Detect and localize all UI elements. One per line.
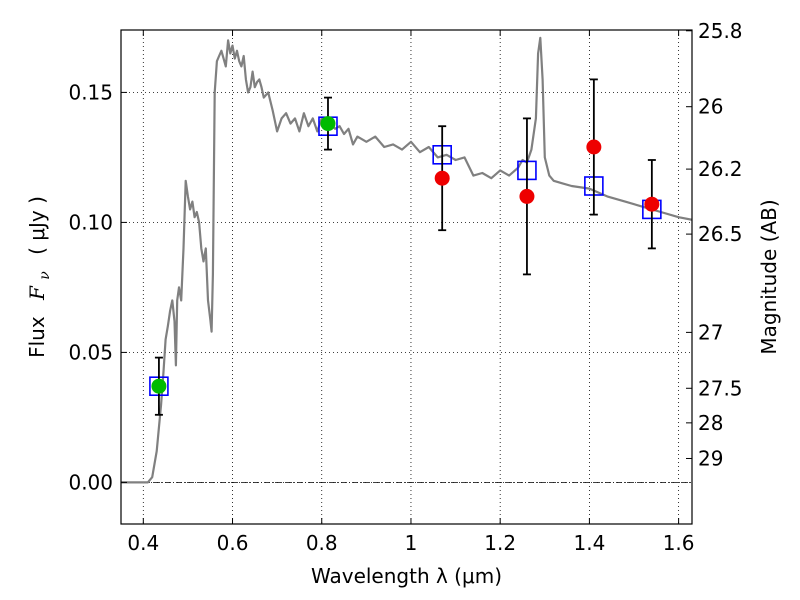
plot-area bbox=[121, 36, 692, 484]
plot-frame bbox=[120, 29, 693, 525]
y-axis-label: Flux F ν ( μJy ) bbox=[25, 196, 54, 358]
observed-point bbox=[519, 188, 535, 204]
y-tick-label: 0.15 bbox=[68, 80, 113, 104]
magnitude-tick-label: 25.8 bbox=[698, 19, 743, 43]
y-tick-label: 0.00 bbox=[68, 470, 113, 494]
magnitude-tick-label: 26.5 bbox=[698, 222, 743, 246]
y-axis-label-subscript: ν bbox=[37, 271, 53, 280]
x-axis: 0.4 0.6 0.8 1 1.2 1.4 1.6 bbox=[127, 30, 695, 555]
x-tick-label: 0.4 bbox=[127, 531, 159, 555]
y-axis-label-symbol: F bbox=[25, 285, 49, 301]
observed-point bbox=[644, 196, 660, 212]
observed-point bbox=[320, 116, 336, 132]
x-tick-label: 0.6 bbox=[217, 531, 249, 555]
magnitude-tick-label: 29 bbox=[698, 446, 723, 470]
observed-point bbox=[586, 139, 602, 155]
magnitude-tick-label: 26 bbox=[698, 95, 723, 119]
observed-point bbox=[151, 378, 167, 394]
y-axis-magnitude: 25.8 26 26.2 26.5 27 27.5 28 29 bbox=[686, 19, 743, 470]
magnitude-tick-label: 26.2 bbox=[698, 157, 743, 181]
magnitude-tick-label: 27 bbox=[698, 320, 723, 344]
x-tick-label: 1.4 bbox=[573, 531, 605, 555]
y-tick-label: 0.10 bbox=[68, 210, 113, 234]
observed-point bbox=[434, 170, 450, 186]
y-tick-label: 0.05 bbox=[68, 340, 113, 364]
x-tick-label: 1 bbox=[405, 531, 418, 555]
x-tick-label: 1.6 bbox=[663, 531, 695, 555]
x-tick-label: 0.8 bbox=[306, 531, 338, 555]
spectrum-line bbox=[121, 36, 692, 484]
magnitude-tick-label: 28 bbox=[698, 411, 723, 435]
magnitude-tick-label: 27.5 bbox=[698, 376, 743, 400]
right-axis-label: Magnitude (AB) bbox=[757, 199, 781, 354]
x-axis-label: Wavelength λ (μm) bbox=[311, 564, 502, 588]
y-axis-label-prefix: Flux bbox=[25, 316, 49, 358]
x-tick-label: 1.2 bbox=[484, 531, 516, 555]
y-axis-flux: 0.00 0.05 0.10 0.15 bbox=[68, 80, 127, 494]
y-axis-label-unit: ( μJy ) bbox=[25, 196, 49, 255]
